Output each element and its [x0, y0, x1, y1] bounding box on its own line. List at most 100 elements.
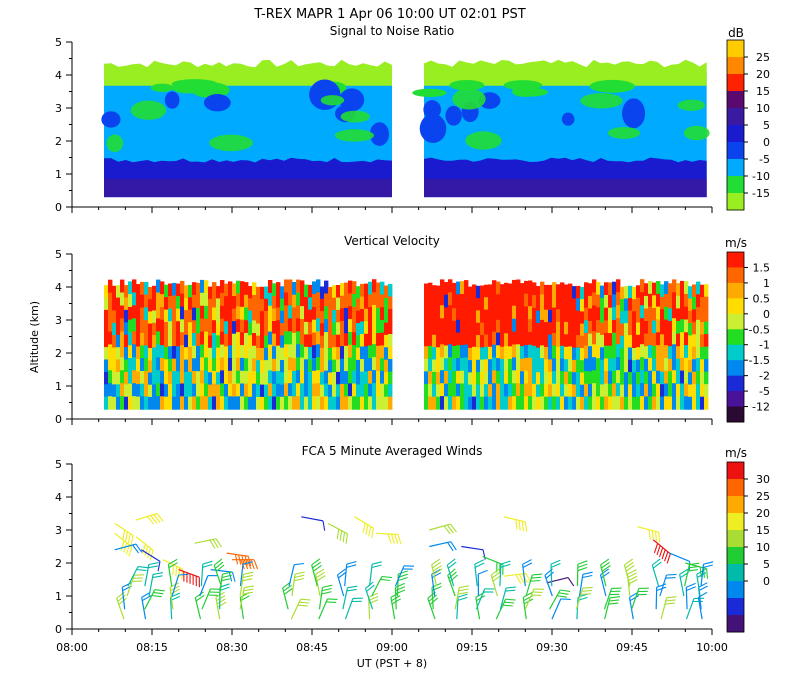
- vv-cell: [500, 309, 505, 323]
- vv-cell: [172, 282, 177, 297]
- vv-cell: [192, 307, 197, 321]
- vv-cell: [132, 292, 137, 306]
- vv-cell: [116, 347, 121, 361]
- vv-cell: [460, 383, 465, 397]
- vv-cell: [296, 383, 301, 397]
- vv-cell: [476, 335, 481, 348]
- vv-cell: [104, 371, 109, 385]
- vv-cell: [296, 292, 301, 307]
- vv-cell: [280, 396, 285, 410]
- vv-cell: [700, 359, 705, 373]
- vv-cell: [700, 371, 705, 385]
- vv-cell: [208, 372, 213, 386]
- wind-barb-staff: [447, 575, 456, 597]
- vv-cell: [128, 294, 133, 308]
- wind-barb-feather: [577, 563, 588, 568]
- vv-cell: [456, 307, 461, 321]
- vv-cell: [380, 307, 385, 321]
- vv-cell: [532, 282, 537, 296]
- vv-cell: [240, 294, 245, 308]
- vv-cell: [636, 285, 641, 299]
- vv-cell: [176, 396, 181, 410]
- vv-cell: [508, 333, 513, 347]
- wind-barb-staff: [396, 573, 399, 597]
- vv-cell: [300, 319, 305, 333]
- vv-cell: [544, 359, 549, 373]
- wind-barb-staff: [200, 564, 204, 587]
- wind-barb-feather: [321, 591, 332, 595]
- wind-barb-feather: [283, 584, 292, 592]
- vv-cell: [344, 358, 349, 372]
- vv-cell: [356, 384, 361, 398]
- vv-cell: [320, 360, 325, 373]
- vv-cell: [452, 396, 457, 410]
- vv-cell: [244, 383, 249, 397]
- vv-cell: [256, 335, 261, 349]
- vv-cell: [452, 333, 457, 347]
- wind-barb-feather: [156, 513, 164, 522]
- x-tick-label: 09:15: [456, 641, 488, 654]
- wind-barb-feather: [366, 584, 375, 592]
- vv-cell: [648, 383, 653, 397]
- wind-barb-feather: [168, 562, 178, 569]
- vv-cell: [248, 335, 253, 349]
- wind-barb-feather: [525, 573, 532, 583]
- vv-cell: [352, 396, 357, 410]
- vv-cell: [428, 320, 433, 334]
- vv-cell: [200, 370, 205, 384]
- vv-cell: [260, 286, 265, 300]
- vv-cell: [224, 308, 229, 322]
- vv-cell: [520, 308, 525, 322]
- vv-cell: [324, 370, 329, 384]
- vv-cell: [364, 321, 369, 335]
- wind-barb-staff: [578, 574, 584, 597]
- vv-cell: [360, 396, 365, 410]
- vv-cell: [688, 347, 693, 361]
- vv-cell: [128, 383, 133, 397]
- snr-patch: [101, 111, 121, 128]
- vv-cell: [704, 359, 709, 373]
- colorbar-swatch: [727, 298, 744, 315]
- wind-barb-staff: [655, 587, 658, 610]
- vv-cell: [124, 334, 129, 348]
- vv-cell: [564, 359, 569, 373]
- vv-cell: [500, 384, 505, 398]
- vv-cell: [268, 280, 273, 294]
- vv-cell: [624, 360, 629, 373]
- vv-cell: [672, 331, 677, 345]
- vv-cell: [316, 305, 321, 319]
- wind-barb-feather: [686, 586, 696, 592]
- vv-cell: [264, 360, 269, 373]
- vv-cell: [544, 309, 549, 323]
- snr-low-core: [104, 178, 392, 198]
- vv-cell: [500, 396, 505, 410]
- vv-cell: [548, 309, 553, 323]
- wind-barb-staff: [503, 572, 526, 577]
- vv-cell: [184, 322, 189, 336]
- vv-cell: [620, 372, 625, 386]
- vv-cell: [568, 346, 573, 360]
- wind-barb-feather: [651, 558, 661, 566]
- vv-cell: [204, 280, 209, 294]
- wind-barb-staff: [685, 587, 688, 610]
- vv-cell: [564, 284, 569, 298]
- vv-cell: [324, 280, 329, 294]
- vv-cell: [212, 371, 217, 385]
- vv-cell: [540, 319, 545, 334]
- wind-barb-staff: [194, 597, 202, 620]
- vv-cell: [536, 286, 541, 299]
- vv-cell: [380, 345, 385, 359]
- vv-cell: [472, 359, 477, 373]
- vv-cell: [592, 279, 597, 293]
- vv-cell: [572, 347, 577, 361]
- vv-cell: [308, 322, 313, 336]
- vv-cell: [484, 396, 489, 410]
- vv-cell: [620, 396, 625, 410]
- vv-cell: [212, 282, 217, 296]
- vv-cell: [368, 345, 373, 359]
- vv-cell: [208, 347, 213, 361]
- vv-cell: [144, 307, 149, 321]
- vv-cell: [340, 308, 345, 322]
- vv-cell: [120, 396, 125, 410]
- vv-cell: [120, 331, 125, 345]
